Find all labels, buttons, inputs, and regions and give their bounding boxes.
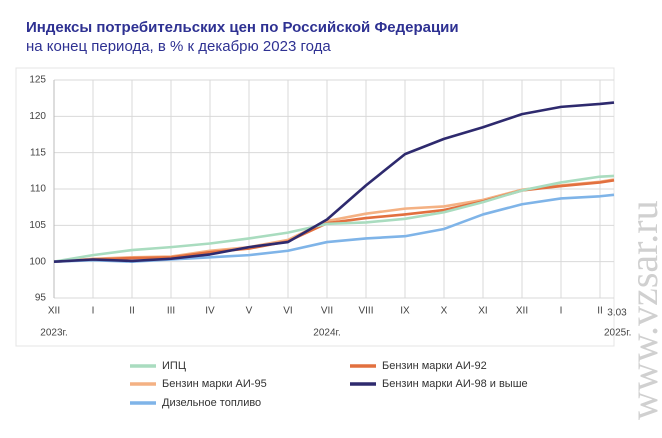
chart-title: Индексы потребительских цен по Российско…	[26, 19, 459, 36]
y-tick-label: 95	[35, 293, 47, 304]
x-tick-label: IV	[205, 306, 215, 317]
chart-subtitle: на конец периода, в % к декабрю 2023 год…	[26, 38, 331, 55]
legend-label: Бензин марки АИ-98 и выше	[382, 378, 528, 390]
legend-label: Бензин марки АИ-92	[382, 360, 487, 372]
x-tick-label: VI	[283, 306, 292, 317]
series-line	[53, 193, 615, 263]
x-tick-label: I	[92, 306, 95, 317]
x-tick-label: V	[246, 306, 253, 317]
year-label: 2024г.	[313, 328, 340, 339]
x-tick-label: VIII	[358, 306, 373, 317]
x-tick-label: XI	[478, 306, 487, 317]
y-tick-label: 100	[29, 256, 46, 267]
x-tick-label: XII	[516, 306, 528, 317]
y-tick-label: 115	[30, 147, 46, 158]
year-label: 2023г.	[40, 328, 67, 339]
legend-label: ИПЦ	[162, 360, 186, 372]
x-tick-label: VII	[321, 306, 333, 317]
legend-label: Бензин марки АИ-95	[162, 378, 267, 390]
x-tick-label: II	[597, 306, 603, 317]
y-tick-label: 105	[29, 220, 46, 231]
series-line	[53, 101, 615, 263]
watermark: www.vzsar.ru	[621, 200, 662, 420]
x-tick-label: X	[441, 306, 448, 317]
year-label: 2025г.	[604, 328, 631, 339]
y-tick-label: 125	[29, 75, 46, 86]
y-tick-label: 110	[30, 184, 46, 195]
x-tick-label: II	[129, 306, 135, 317]
series-line	[53, 178, 615, 263]
x-tick-label: IX	[400, 306, 410, 317]
plot-frame	[15, 67, 615, 347]
y-tick-label: 120	[29, 111, 46, 122]
x-tick-label: XII	[48, 306, 60, 317]
series-line	[53, 174, 615, 263]
x-tick-label: 3.03	[607, 308, 627, 319]
x-tick-label: III	[167, 306, 175, 317]
x-tick-label: I	[560, 306, 563, 317]
legend-label: Дизельное топливо	[162, 397, 261, 409]
